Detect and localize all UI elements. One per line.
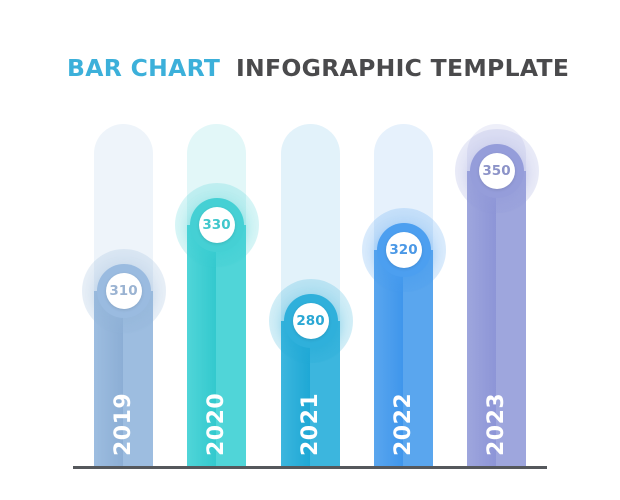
- bar-shade-right: [496, 171, 526, 467]
- bar-shade-right: [216, 225, 246, 467]
- bar-shade-left: [374, 250, 403, 467]
- bar-shade-right: [123, 291, 153, 467]
- bar-2023: [467, 171, 526, 467]
- year-label: 2019: [110, 392, 136, 456]
- bar-shade-left: [94, 291, 123, 467]
- bar-shade-right: [403, 250, 433, 467]
- chart-title: BAR CHART INFOGRAPHIC TEMPLATE: [0, 52, 620, 84]
- value-badge: 350: [478, 153, 515, 189]
- title-highlight: BAR CHART: [67, 54, 221, 82]
- bar-2020: [187, 225, 246, 467]
- year-label: 2021: [297, 392, 323, 456]
- value-badge: 310: [105, 273, 142, 309]
- bar-2022: [374, 250, 433, 467]
- year-label: 2022: [390, 392, 416, 456]
- bar-shade-left: [467, 171, 496, 467]
- value-badge: 280: [292, 303, 329, 339]
- x-axis-baseline: [73, 466, 547, 469]
- value-badge: 330: [198, 207, 235, 243]
- bar-shade-left: [187, 225, 216, 467]
- year-label: 2020: [203, 392, 229, 456]
- value-badge: 320: [385, 232, 422, 268]
- title-main: INFOGRAPHIC TEMPLATE: [236, 54, 570, 82]
- year-label: 2023: [483, 392, 509, 456]
- bar-2019: [94, 291, 153, 467]
